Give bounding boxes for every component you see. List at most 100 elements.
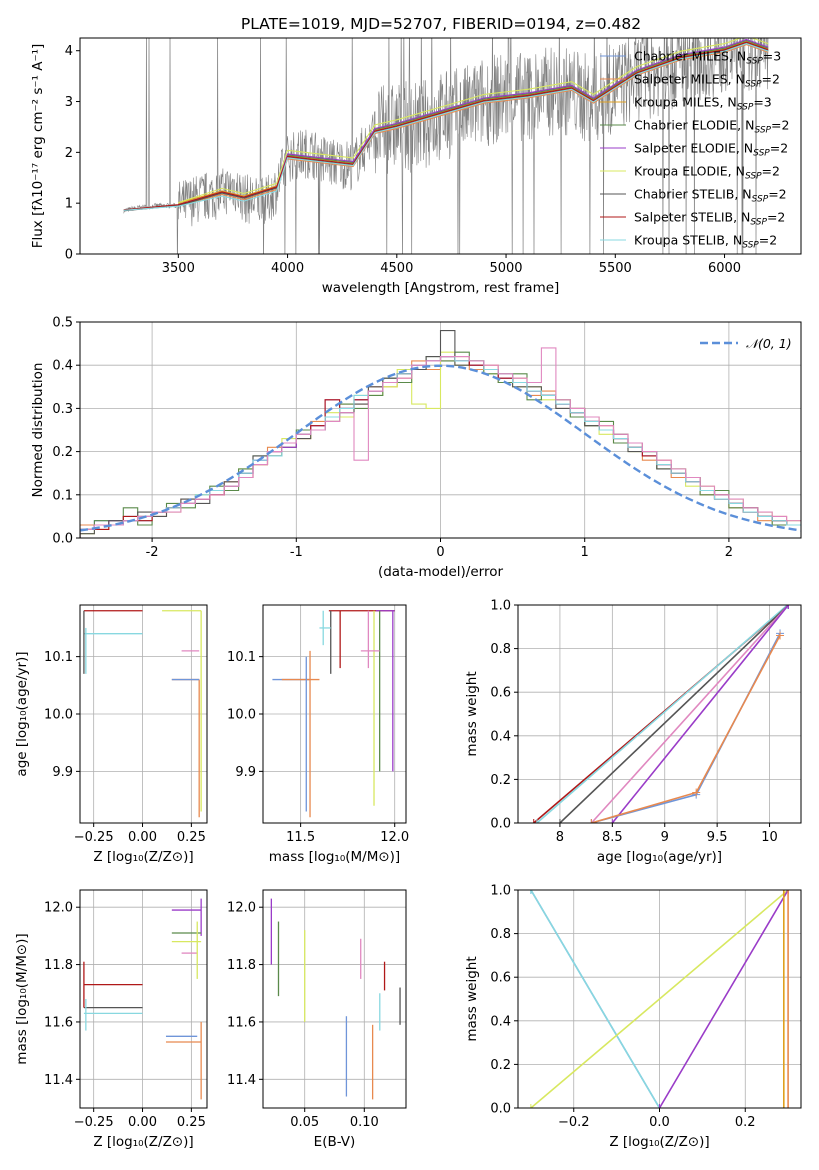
y-tick-label: 0.0 <box>490 1102 511 1117</box>
y-tick-label: 0 <box>65 248 73 263</box>
plot-area-mass-vs-Z <box>80 890 207 1108</box>
cumulative-weight-line <box>530 890 789 1108</box>
y-axis-label: mass weight <box>464 671 480 756</box>
legend-label: Chabrier ELODIE, NSSP=2 <box>634 118 789 136</box>
axes-frame <box>262 889 407 1109</box>
x-tick-label: -2 <box>146 545 159 560</box>
cumulative-weight-line <box>536 605 788 823</box>
x-tick-label: 0.25 <box>177 830 206 845</box>
histogram-pink <box>80 347 801 538</box>
y-tick-label: 0.3 <box>52 402 73 417</box>
x-tick-label: 0.00 <box>128 1115 157 1130</box>
y-tick-label: 11.8 <box>227 958 256 973</box>
x-tick-label: −0.25 <box>74 1115 114 1130</box>
y-tick-label: 0.4 <box>490 1014 511 1029</box>
x-axis-label: age [log₁₀(age/yr)] <box>597 849 722 865</box>
x-tick-label: -1 <box>290 545 303 560</box>
x-tick-label: 12.0 <box>380 830 409 845</box>
x-tick-label: 0.0 <box>649 1115 670 1130</box>
cumulative-weight-line <box>658 890 789 1108</box>
panel-mass-vs-EBV: 0.05 0.10 11.4 11.6 11.8 12.0 E(B-V) <box>227 889 407 1150</box>
x-tick-label: 8 <box>556 830 564 845</box>
y-tick-label: 12.0 <box>44 901 73 916</box>
weight-marker <box>587 819 596 823</box>
axes-frame <box>79 321 802 539</box>
x-tick-label: 3500 <box>162 261 195 276</box>
x-tick-label: 0.05 <box>290 1115 319 1130</box>
weight-marker <box>529 819 538 823</box>
y-tick-label: 10.0 <box>227 708 256 723</box>
weight-marker <box>655 1104 664 1108</box>
x-tick-label: 4500 <box>380 261 413 276</box>
x-tick-label: 11.5 <box>286 830 315 845</box>
x-tick-label: −0.2 <box>558 1115 590 1130</box>
y-tick-label: 10.1 <box>227 650 256 665</box>
plot-area-mass-weight-vs-Z <box>518 890 801 1108</box>
y-tick-label: 11.6 <box>44 1015 73 1030</box>
x-tick-label: 9.5 <box>707 830 728 845</box>
y-tick-label: 0.6 <box>490 971 511 986</box>
y-tick-label: 0.8 <box>490 642 511 657</box>
y-tick-label: 10.1 <box>44 650 73 665</box>
normal-curve <box>80 364 801 532</box>
model-line <box>178 38 769 204</box>
x-tick-label: 0 <box>436 545 444 560</box>
x-axis-label: mass [log₁₀(M/M⊙)] <box>269 849 400 865</box>
legend-label: Salpeter ELODIE, NSSP=2 <box>634 141 788 159</box>
x-tick-label: 8.5 <box>602 830 623 845</box>
y-tick-label: 11.8 <box>44 958 73 973</box>
y-tick-label: 9.9 <box>235 765 256 780</box>
weight-marker <box>526 1104 535 1108</box>
weight-marker <box>776 631 785 640</box>
y-tick-label: 0.0 <box>52 532 73 547</box>
y-tick-label: 0.5 <box>52 316 73 331</box>
x-tick-label: 2 <box>725 545 733 560</box>
legend-label: Salpeter STELIB, NSSP=2 <box>634 210 785 228</box>
y-tick-label: 12.0 <box>227 901 256 916</box>
y-tick-label: 3 <box>65 95 73 110</box>
y-tick-label: 0.2 <box>52 445 73 460</box>
cumulative-weight-line <box>591 632 781 823</box>
legend: Chabrier MILES, NSSP=3 Salpeter MILES, NS… <box>600 49 789 251</box>
axes-frame <box>79 604 208 824</box>
x-tick-label: 0.2 <box>735 1115 756 1130</box>
cumulative-weight-line <box>590 605 789 823</box>
y-tick-label: 1.0 <box>490 884 511 899</box>
cumulative-weight-line <box>591 635 781 823</box>
y-tick-label: 9.9 <box>52 765 73 780</box>
plot-area-mass-vs-EBV <box>263 890 406 1108</box>
x-tick-label: 6000 <box>708 261 741 276</box>
axes-frame <box>517 604 802 824</box>
y-tick-label: 0.0 <box>490 817 511 832</box>
x-axis-label: Z [log₁₀(Z/Z⊙)] <box>93 849 193 865</box>
cumulative-weight-line <box>559 605 789 823</box>
y-tick-label: 2 <box>65 146 73 161</box>
plot-area-age-vs-mass <box>263 605 406 823</box>
x-tick-label: 1 <box>581 545 589 560</box>
y-axis-label: Normed distribution <box>30 363 46 498</box>
x-tick-label: 9 <box>661 830 669 845</box>
legend-label: Salpeter MILES, NSSP=2 <box>634 72 780 90</box>
weight-marker <box>779 890 788 894</box>
panel-spectrum: 3500 4000 4500 5000 5500 6000 0 1 2 3 4 wavelength … <box>30 37 802 296</box>
weight-marker <box>532 819 541 823</box>
panel-residuals: -2 -1 0 1 2 0.0 0.1 0.2 0.3 0.4 0.5 (data-model)/er… <box>30 316 802 580</box>
weight-marker <box>692 788 701 797</box>
y-tick-label: 11.6 <box>227 1015 256 1030</box>
axes-frame <box>79 37 802 255</box>
plot-area-residuals <box>80 322 801 538</box>
legend-label: Kroupa MILES, NSSP=3 <box>634 95 772 113</box>
y-axis-label: mass weight <box>464 956 480 1041</box>
data-spectrum-line <box>123 38 769 254</box>
y-tick-label: 1.0 <box>490 599 511 614</box>
y-tick-label: 0.2 <box>490 773 511 788</box>
cumulative-weight-line <box>530 890 661 1108</box>
x-axis-label: Z [log₁₀(Z/Z⊙)] <box>609 1134 709 1150</box>
y-tick-label: 0.2 <box>490 1058 511 1073</box>
weight-marker <box>784 890 793 894</box>
y-tick-label: 4 <box>65 44 73 59</box>
axes-frame <box>262 604 407 824</box>
y-tick-label: 11.4 <box>44 1073 73 1088</box>
model-line <box>123 43 769 211</box>
weight-marker <box>783 605 792 609</box>
